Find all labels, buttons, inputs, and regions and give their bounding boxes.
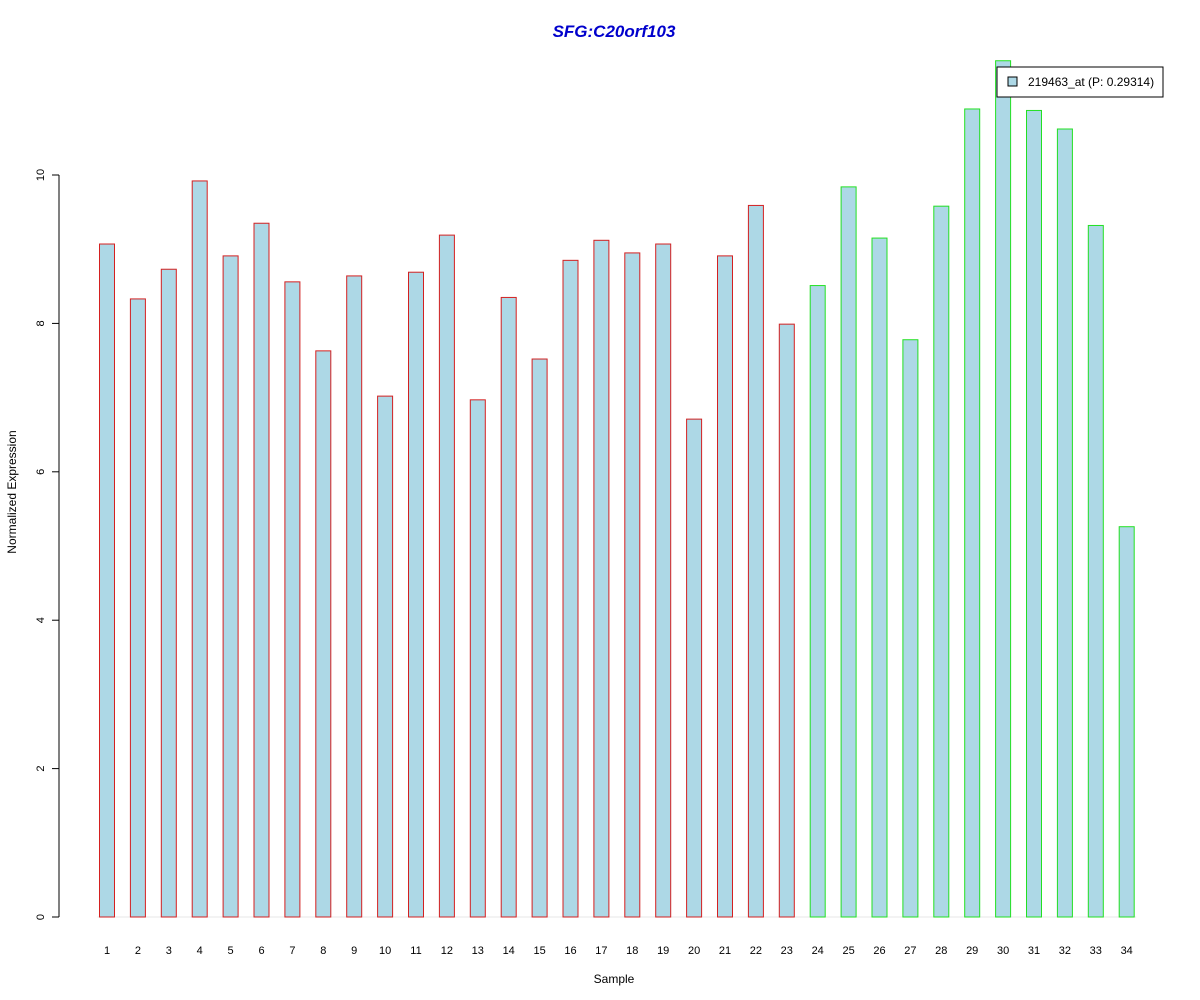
x-tick-label: 16 xyxy=(564,945,576,957)
bar-sample-29 xyxy=(964,108,981,918)
x-tick-label: 25 xyxy=(842,945,854,957)
bar-sample-23 xyxy=(778,323,795,918)
y-tick-label: 6 xyxy=(35,469,47,475)
bar-sample-12 xyxy=(438,234,455,918)
bar-sample-13 xyxy=(469,399,486,918)
bar-sample-32 xyxy=(1056,128,1073,918)
bar-sample-28 xyxy=(933,205,950,918)
x-tick-label: 5 xyxy=(228,945,234,957)
bar-sample-5 xyxy=(222,255,239,918)
y-tick-label: 8 xyxy=(35,320,47,326)
x-tick-label: 1 xyxy=(104,945,110,957)
x-tick-label: 13 xyxy=(472,945,484,957)
x-tick-label: 20 xyxy=(688,945,700,957)
bar-sample-11 xyxy=(408,271,424,918)
bar-sample-31 xyxy=(1026,109,1042,918)
bar-sample-33 xyxy=(1087,224,1104,918)
x-tick-label: 18 xyxy=(626,945,638,957)
x-tick-label: 3 xyxy=(166,945,172,957)
legend-label: 219463_at (P: 0.29314) xyxy=(1028,75,1154,89)
x-tick-label: 10 xyxy=(379,945,391,957)
bar-sample-18 xyxy=(624,252,641,918)
y-tick-label: 0 xyxy=(35,914,47,920)
x-tick-label: 31 xyxy=(1028,945,1040,957)
bar-sample-14 xyxy=(500,296,517,918)
x-tick-label: 30 xyxy=(997,945,1009,957)
bar-sample-9 xyxy=(346,275,363,918)
bar-sample-17 xyxy=(593,239,610,918)
x-tick-label: 15 xyxy=(533,945,545,957)
x-tick-label: 24 xyxy=(812,945,824,957)
bar-sample-2 xyxy=(129,298,146,918)
bar-sample-6 xyxy=(253,222,270,918)
bar-sample-20 xyxy=(686,418,703,918)
x-tick-label: 12 xyxy=(441,945,453,957)
bar-sample-16 xyxy=(562,259,579,918)
x-tick-label: 29 xyxy=(966,945,978,957)
bar-sample-21 xyxy=(717,255,733,918)
legend: 219463_at (P: 0.29314) xyxy=(996,66,1164,98)
x-tick-label: 33 xyxy=(1090,945,1102,957)
x-axis-ticks: 1 2 3 4 5 6 7 8 9 10 11 12 13 14 15 16 17 18 19 20 21 22 23 24 2… xyxy=(104,945,1133,957)
bar-sample-22 xyxy=(747,204,764,918)
x-tick-label: 14 xyxy=(503,945,515,957)
x-tick-label: 28 xyxy=(935,945,947,957)
y-axis-label: Normalized Expression xyxy=(5,430,19,553)
x-tick-label: 22 xyxy=(750,945,762,957)
x-tick-label: 23 xyxy=(781,945,793,957)
y-tick-label: 4 xyxy=(35,617,47,623)
x-tick-label: 32 xyxy=(1059,945,1071,957)
x-tick-label: 9 xyxy=(351,945,357,957)
x-tick-label: 34 xyxy=(1121,945,1133,957)
y-tick-label: 10 xyxy=(35,169,47,181)
bar-sample-4 xyxy=(191,180,208,918)
bar-sample-19 xyxy=(655,243,672,918)
x-tick-label: 6 xyxy=(258,945,264,957)
x-tick-label: 8 xyxy=(320,945,326,957)
bar-sample-24 xyxy=(809,285,826,918)
bar-sample-8 xyxy=(315,350,332,918)
legend-box xyxy=(996,66,1164,98)
x-tick-label: 19 xyxy=(657,945,669,957)
bar-sample-27 xyxy=(902,339,919,918)
x-axis-label: Sample xyxy=(594,972,635,986)
chart-title: SFG:C20orf103 xyxy=(553,22,676,41)
bar-sample-26 xyxy=(871,237,888,918)
bar-sample-1 xyxy=(99,243,115,918)
x-tick-label: 17 xyxy=(595,945,607,957)
x-tick-label: 4 xyxy=(197,945,203,957)
y-axis: 0 2 4 6 8 10 xyxy=(35,169,60,920)
x-tick-label: 7 xyxy=(289,945,295,957)
bars xyxy=(97,60,1137,918)
x-tick-label: 11 xyxy=(410,945,421,957)
bar-sample-34 xyxy=(1118,526,1135,918)
x-tick-label: 26 xyxy=(873,945,885,957)
x-tick-label: 2 xyxy=(135,945,141,957)
bar-sample-7 xyxy=(284,281,301,918)
x-tick-label: 21 xyxy=(719,945,731,957)
x-tick-label: 27 xyxy=(904,945,916,957)
bar-sample-25 xyxy=(840,186,857,918)
y-tick-label: 2 xyxy=(35,766,47,772)
bar-sample-30 xyxy=(995,60,1012,918)
bar-sample-15 xyxy=(531,358,548,918)
bar-sample-10 xyxy=(377,395,394,918)
legend-swatch xyxy=(1007,76,1018,87)
bar-sample-3 xyxy=(160,268,177,918)
